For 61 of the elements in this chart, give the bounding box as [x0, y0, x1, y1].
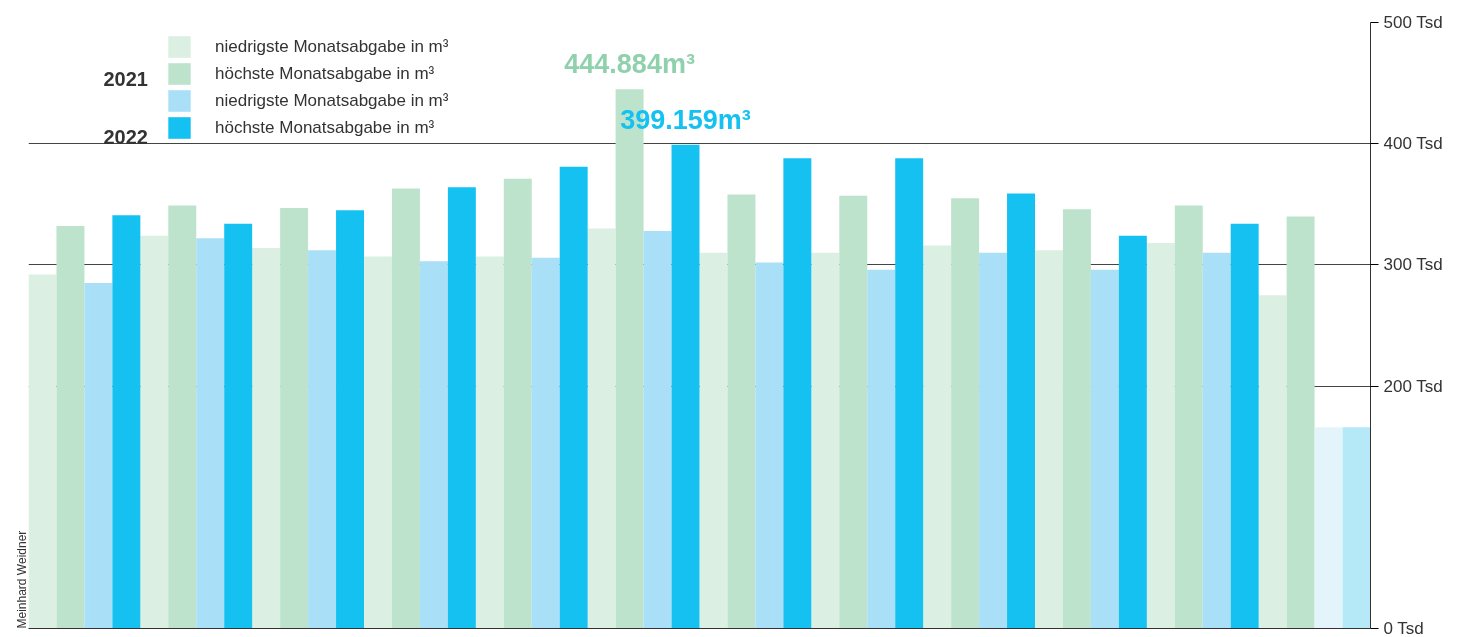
bar [811, 252, 840, 629]
bar [755, 262, 784, 629]
data-label: 444.884m³ [564, 49, 695, 80]
bar [895, 158, 924, 629]
bar [280, 207, 309, 629]
bar [28, 274, 57, 629]
bar [84, 283, 113, 629]
bar [1007, 193, 1035, 629]
bar [783, 158, 812, 629]
bar [1090, 269, 1119, 629]
bar [1314, 427, 1343, 629]
bar [1146, 243, 1175, 629]
bar [112, 215, 141, 629]
bar [951, 198, 980, 629]
annotation: 2022 [103, 125, 148, 148]
bar [839, 195, 868, 629]
bar [979, 252, 1008, 629]
bar [140, 235, 169, 629]
bar [503, 178, 532, 629]
bar [224, 223, 253, 629]
legend-label: niedrigste Monatsabgabe in m³ [215, 89, 449, 112]
y-tick-label: 300 Tsd [1383, 255, 1443, 275]
bar [671, 144, 700, 629]
bar [1174, 205, 1203, 629]
y-tick-label: 200 Tsd [1383, 376, 1443, 396]
annotation: Meinhard Weidner [14, 530, 29, 629]
bar [364, 256, 392, 629]
bar [587, 228, 616, 629]
bar [559, 166, 588, 629]
bar [252, 247, 281, 629]
bar [1035, 250, 1063, 629]
bar [1286, 216, 1315, 629]
bar [1062, 209, 1091, 629]
bar [1258, 295, 1287, 629]
y-tick-label: 0 Tsd [1383, 618, 1424, 637]
bar [56, 226, 85, 629]
legend-label: höchste Monatsabgabe in m³ [215, 62, 435, 85]
bar [1202, 252, 1231, 629]
bar [1118, 235, 1147, 629]
bar [923, 245, 952, 629]
y-tick-label: 400 Tsd [1383, 134, 1443, 154]
bar [727, 194, 756, 629]
bar [531, 257, 560, 629]
bar [168, 205, 197, 629]
bar [643, 230, 672, 629]
bar [336, 210, 364, 629]
bar [419, 261, 448, 629]
bar [391, 188, 420, 629]
bar [196, 238, 225, 629]
data-label: 399.159m³ [620, 104, 751, 135]
bar [475, 256, 504, 629]
bar [447, 187, 476, 629]
bar [1342, 427, 1371, 629]
bar [308, 250, 337, 629]
legend-label: höchste Monatsabgabe in m³ [215, 116, 435, 139]
bar [1230, 223, 1259, 629]
bar [867, 269, 896, 629]
y-tick-label: 500 Tsd [1383, 13, 1443, 32]
legend-label: niedrigste Monatsabgabe in m³ [215, 35, 449, 58]
bar [699, 252, 728, 629]
annotation: 2021 [103, 67, 148, 90]
